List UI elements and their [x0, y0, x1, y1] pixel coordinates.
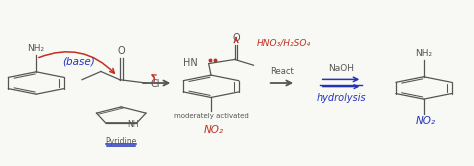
Text: hydrolysis: hydrolysis: [316, 93, 366, 103]
Text: Cl: Cl: [151, 79, 160, 89]
Text: NO₂: NO₂: [416, 116, 436, 126]
Text: HNO₃/H₂SO₄: HNO₃/H₂SO₄: [257, 39, 311, 48]
Text: NaOH: NaOH: [328, 64, 354, 73]
Text: NH₂: NH₂: [27, 44, 45, 53]
Text: HN: HN: [183, 58, 198, 68]
Text: NH: NH: [127, 120, 138, 129]
Text: O: O: [118, 46, 125, 56]
Text: moderately activated: moderately activated: [173, 113, 248, 119]
Text: Pyridine: Pyridine: [106, 137, 137, 146]
Text: (base): (base): [62, 57, 95, 67]
Text: NO₂: NO₂: [203, 125, 223, 135]
Text: NH₂: NH₂: [415, 49, 432, 58]
Text: O: O: [232, 33, 240, 42]
Text: React: React: [270, 67, 294, 76]
